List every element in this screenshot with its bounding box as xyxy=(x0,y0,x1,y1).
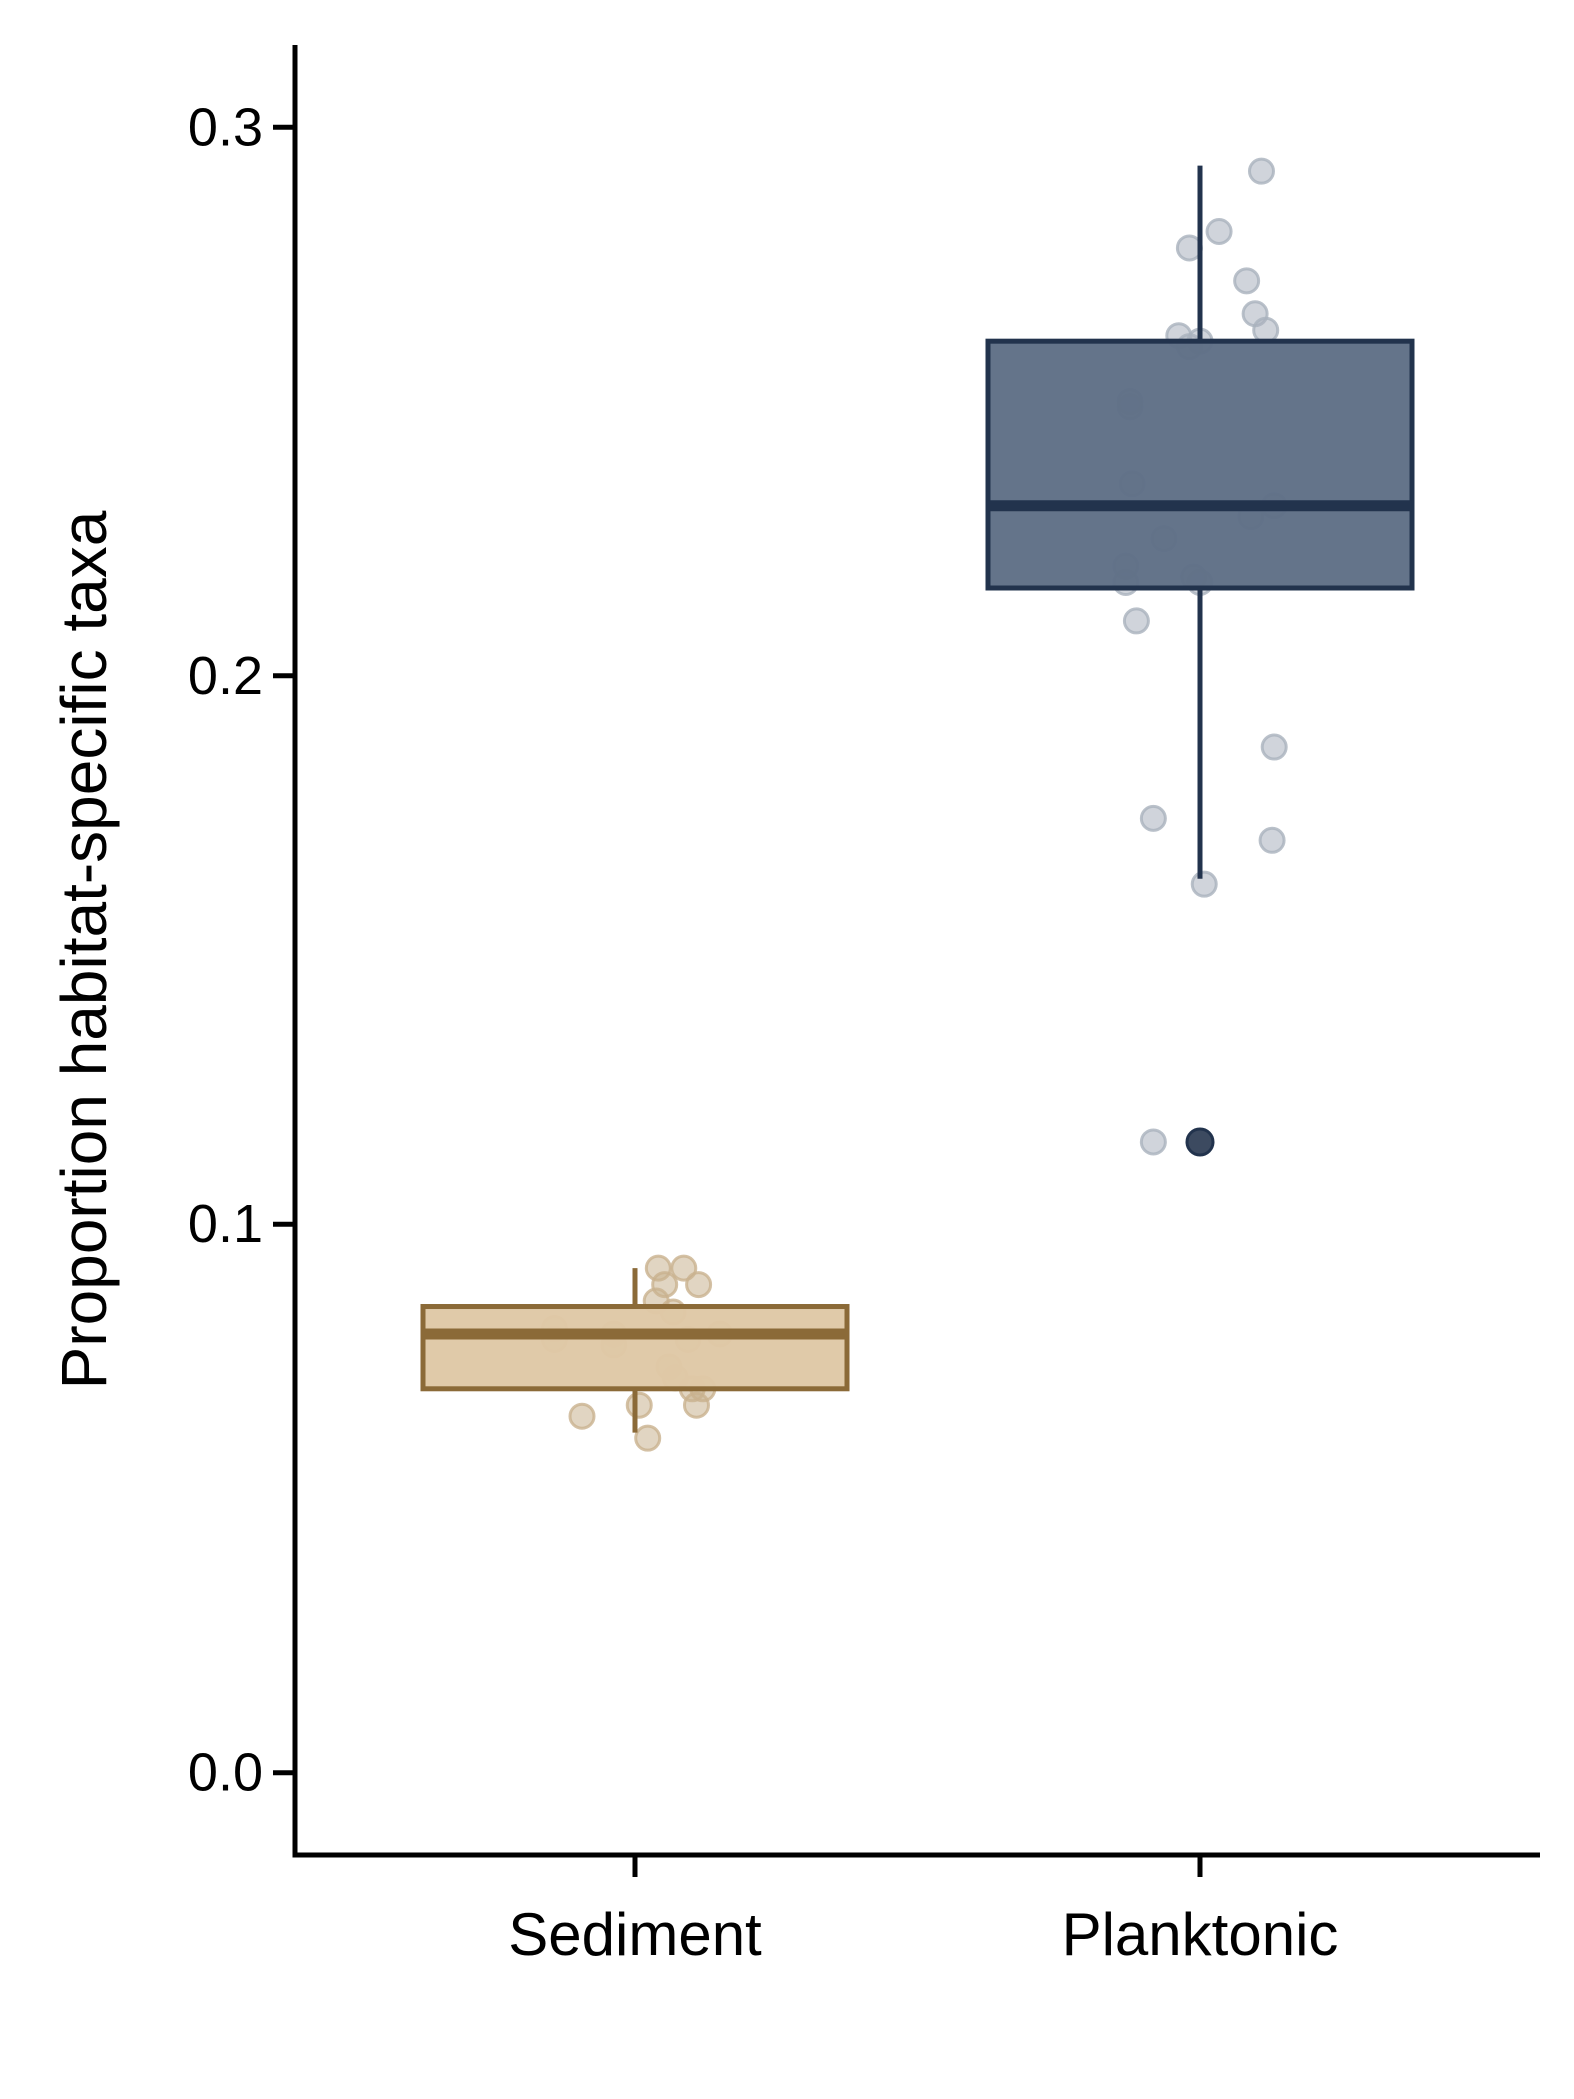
data-point-planktonic xyxy=(1139,804,1167,832)
data-point-planktonic xyxy=(1260,733,1288,761)
data-point-sediment xyxy=(685,1271,713,1299)
y-tick-label: 0.2 xyxy=(188,646,263,706)
y-tick-label: 0.0 xyxy=(188,1743,263,1803)
boxes-layer xyxy=(420,165,1415,1433)
data-point-planktonic xyxy=(1190,870,1218,898)
data-point-planktonic xyxy=(1122,607,1150,635)
data-point-planktonic xyxy=(1258,826,1286,854)
data-point-sediment xyxy=(634,1424,662,1452)
axes-layer: 0.0 0.1 0.2 0.3 Sediment Planktonic Proportion… xyxy=(48,45,1540,1968)
y-tick-label: 0.3 xyxy=(188,97,263,157)
data-point-planktonic xyxy=(1247,157,1275,185)
data-point-planktonic xyxy=(1252,316,1280,344)
data-point-sediment xyxy=(568,1402,596,1430)
data-point-planktonic xyxy=(1139,1128,1167,1156)
data-point-planktonic xyxy=(1233,267,1261,295)
data-point-sediment xyxy=(625,1391,653,1419)
y-axis-title: Proportion habitat-specific taxa xyxy=(48,510,120,1389)
y-tick-label: 0.1 xyxy=(188,1194,263,1254)
x-tick-label: Sediment xyxy=(508,1901,762,1968)
data-point-sediment xyxy=(651,1271,679,1299)
data-point-planktonic xyxy=(1205,217,1233,245)
data-point-sediment xyxy=(670,1254,698,1282)
outlier-point-planktonic xyxy=(1185,1127,1215,1157)
x-tick-label: Planktonic xyxy=(1062,1901,1339,1968)
box-planktonic xyxy=(985,338,1415,591)
box-sediment xyxy=(420,1304,850,1392)
